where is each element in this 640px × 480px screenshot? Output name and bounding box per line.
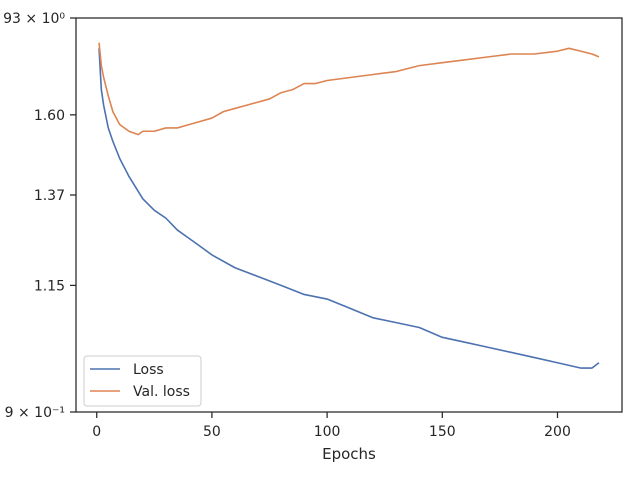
series-line-loss	[98, 48, 600, 369]
legend: Loss Val. loss	[83, 355, 202, 407]
y-axis: 9 × 10⁻¹ 1.15 1.37 1.60 93 × 10⁰	[3, 11, 76, 421]
x-tick-label: 0	[92, 424, 101, 440]
x-axis-label: Epochs	[322, 445, 376, 463]
plot-area	[75, 17, 623, 413]
y-tick-label: 1.60	[34, 108, 65, 124]
x-tick-label: 50	[203, 424, 221, 440]
x-tick-label: 100	[314, 424, 341, 440]
x-tick-label: 200	[544, 424, 571, 440]
series-line-val-loss	[98, 42, 600, 136]
plot-frame	[75, 17, 623, 413]
x-tick-label: 150	[429, 424, 456, 440]
y-tick-label: 9 × 10⁻¹	[5, 405, 65, 421]
x-axis: 0 50 100 150 200	[92, 412, 571, 440]
y-tick-label: 93 × 10⁰	[3, 11, 65, 27]
legend-label: Loss	[133, 362, 164, 378]
series-layer	[98, 42, 600, 369]
y-tick-label: 1.37	[34, 188, 65, 204]
y-tick-label: 1.15	[34, 278, 65, 294]
legend-label: Val. loss	[133, 384, 190, 400]
